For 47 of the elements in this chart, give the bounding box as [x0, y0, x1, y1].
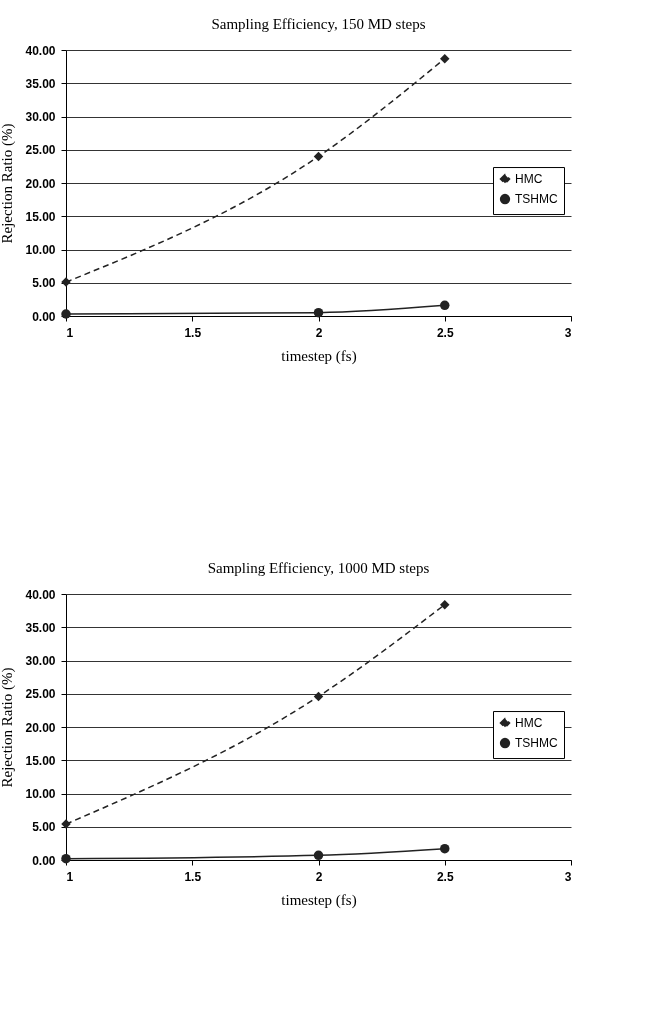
y-tick-label: 10.00 — [25, 243, 56, 257]
point — [440, 599, 450, 610]
x-tick-label: 1.5 — [184, 325, 202, 340]
x-tick-label: 2.5 — [436, 869, 454, 884]
y-tick-label: 15.00 — [25, 753, 56, 768]
legend-label: HMC — [515, 716, 543, 731]
y-tick-label: 10.00 — [25, 787, 56, 801]
x-tick-label: 1.5 — [184, 869, 202, 884]
y-axis-title: Rejection Ratio (%) — [0, 123, 17, 244]
point — [440, 300, 450, 311]
y-tick-label: 30.00 — [25, 654, 56, 668]
y-tick-label: 15.00 — [25, 209, 56, 224]
x-tick-label: 3 — [564, 869, 572, 884]
x-axis-title: timestep (fs) — [281, 347, 357, 365]
chart-title: Sampling Efficiency, 1000 MD steps — [207, 560, 430, 576]
point — [313, 850, 324, 861]
legend-label: HMC — [515, 172, 543, 187]
y-tick-label: 20.00 — [25, 720, 56, 735]
x-tick-label: 1 — [66, 325, 74, 340]
x-axis-title: timestep (fs) — [281, 891, 357, 909]
legend-label: TSHMC — [515, 736, 558, 751]
x-tick-label: 2.5 — [436, 325, 454, 340]
point — [313, 151, 324, 162]
point — [313, 691, 324, 702]
y-tick-label: 35.00 — [25, 620, 56, 635]
legend-label: TSHMC — [515, 192, 558, 207]
chart-title: Sampling Efficiency, 150 MD steps — [211, 16, 426, 32]
y-tick-label: 25.00 — [25, 687, 56, 702]
point — [440, 53, 450, 64]
y-tick-label: 20.00 — [25, 176, 56, 191]
y-tick-label: 25.00 — [25, 143, 56, 158]
point — [313, 307, 324, 318]
point — [61, 853, 71, 864]
y-tick-label: 0.00 — [32, 309, 56, 324]
x-tick-label: 1 — [66, 869, 74, 884]
y-tick-label: 40.00 — [25, 587, 56, 602]
y-tick-label: 0.00 — [32, 853, 56, 868]
y-tick-label: 40.00 — [25, 43, 56, 58]
y-axis-title: Rejection Ratio (%) — [0, 667, 17, 788]
x-tick-label: 2 — [315, 325, 323, 340]
y-tick-label: 30.00 — [25, 110, 56, 124]
x-tick-label: 3 — [564, 325, 572, 340]
y-tick-label: 5.00 — [32, 820, 56, 835]
y-tick-label: 35.00 — [25, 76, 56, 91]
y-tick-label: 5.00 — [32, 276, 56, 291]
x-tick-label: 2 — [315, 869, 323, 884]
point — [440, 843, 450, 854]
